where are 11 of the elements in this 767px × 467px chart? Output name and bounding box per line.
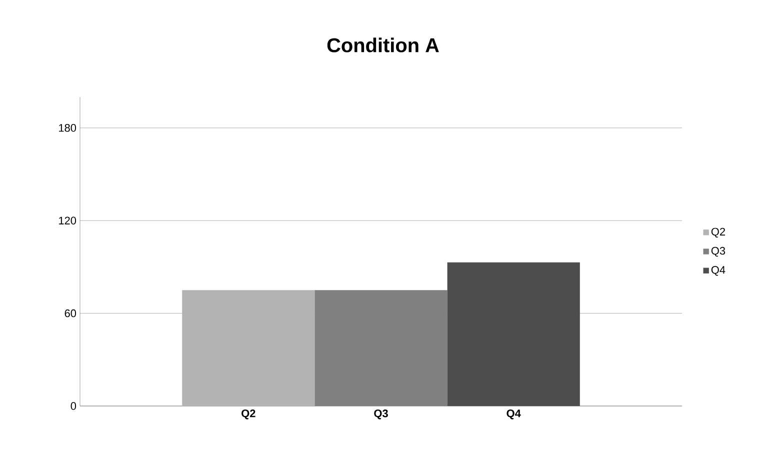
legend-label: Q2 [711,228,725,238]
x-tick-label: Q3 [374,410,388,420]
y-tick-label: 0 [70,402,76,410]
x-tick-label: Q2 [242,410,256,420]
chart-title: Condition A [327,38,439,52]
y-tick-label: 60 [64,309,76,318]
x-tick-label: Q4 [506,410,521,420]
y-tick-label: 180 [59,124,76,132]
y-tick-label: 120 [59,216,76,224]
legend-label: Q4 [711,266,726,276]
legend-label: Q3 [711,246,726,257]
